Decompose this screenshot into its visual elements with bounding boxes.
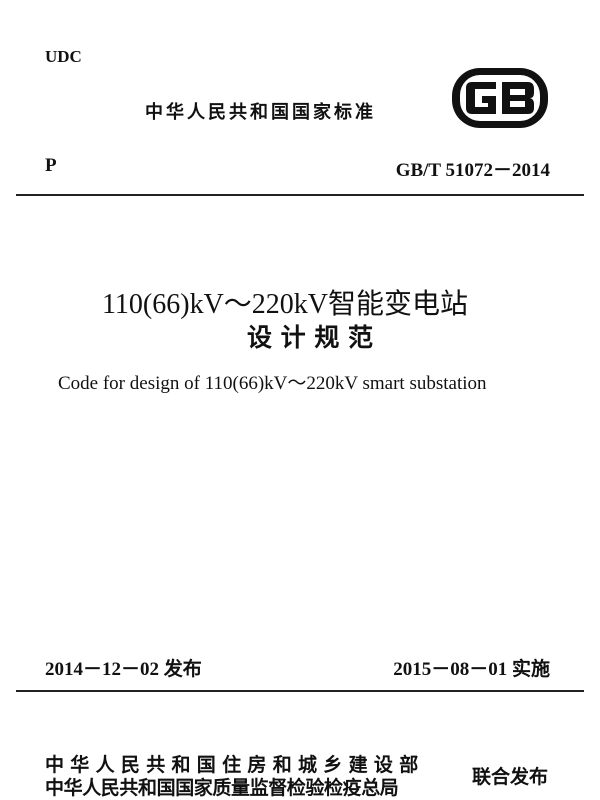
english-title: Code for design of 110(66)kV～220kV smart… bbox=[58, 373, 487, 394]
publisher-1: 中华人民共和国住房和城乡建设部 bbox=[45, 754, 425, 776]
udc-label: UDC bbox=[45, 47, 82, 66]
category-code: P bbox=[45, 155, 57, 176]
standard-number: GB/T 51072－2014 bbox=[395, 160, 550, 181]
implementation-date: 2015－08－01 实施 bbox=[393, 659, 550, 680]
bottom-rule bbox=[16, 690, 584, 692]
national-standard-heading: 中华人民共和国国家标准 bbox=[145, 102, 376, 123]
issue-date: 2014－12－02 发布 bbox=[45, 659, 202, 680]
publisher-2: 中华人民共和国国家质量监督检验检疫总局 bbox=[45, 777, 399, 799]
title-line-1: 110(66)kV～220kV智能变电站 bbox=[101, 289, 469, 320]
title-line-2: 设 计 规 范 bbox=[246, 323, 374, 352]
top-rule bbox=[16, 194, 584, 196]
joint-issue-label: 联合发布 bbox=[472, 766, 549, 788]
gb-logo bbox=[450, 66, 550, 130]
